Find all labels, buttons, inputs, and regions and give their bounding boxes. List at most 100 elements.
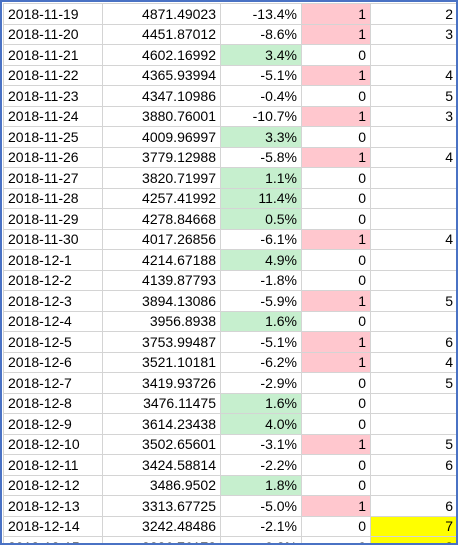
- change-cell[interactable]: 1.1%: [220, 167, 302, 189]
- flag-cell[interactable]: 0: [301, 474, 371, 496]
- flag-cell[interactable]: 1: [301, 146, 371, 168]
- change-cell[interactable]: -5.1%: [220, 64, 302, 86]
- change-cell[interactable]: 1.6%: [220, 310, 302, 332]
- price-cell[interactable]: 3242.48486: [102, 515, 221, 537]
- streak-cell[interactable]: 3: [370, 23, 456, 45]
- date-cell[interactable]: 2018-12-2: [3, 269, 103, 291]
- date-cell[interactable]: 2018-12-15: [3, 536, 103, 543]
- price-cell[interactable]: 4278.84668: [102, 208, 221, 230]
- change-cell[interactable]: -5.9%: [220, 290, 302, 312]
- date-cell[interactable]: 2018-12-1: [3, 249, 103, 271]
- date-cell[interactable]: 2018-11-29: [3, 208, 103, 230]
- flag-cell[interactable]: 0: [301, 44, 371, 66]
- flag-cell[interactable]: 0: [301, 536, 371, 543]
- date-cell[interactable]: 2018-11-22: [3, 64, 103, 86]
- change-cell[interactable]: 1.8%: [220, 474, 302, 496]
- price-cell[interactable]: 4365.93994: [102, 64, 221, 86]
- flag-cell[interactable]: 1: [301, 23, 371, 45]
- date-cell[interactable]: 2018-11-30: [3, 228, 103, 250]
- change-cell[interactable]: 0.5%: [220, 208, 302, 230]
- change-cell[interactable]: -0.4%: [220, 85, 302, 107]
- change-cell[interactable]: 4.0%: [220, 413, 302, 435]
- streak-cell[interactable]: 6: [370, 454, 456, 476]
- price-cell[interactable]: 3313.67725: [102, 495, 221, 517]
- flag-cell[interactable]: 1: [301, 228, 371, 250]
- date-cell[interactable]: 2018-11-25: [3, 126, 103, 148]
- flag-cell[interactable]: 1: [301, 351, 371, 373]
- flag-cell[interactable]: 0: [301, 126, 371, 148]
- date-cell[interactable]: 2018-11-20: [3, 23, 103, 45]
- streak-cell[interactable]: 8: [370, 536, 456, 543]
- flag-cell[interactable]: 0: [301, 392, 371, 414]
- price-cell[interactable]: 4257.41992: [102, 187, 221, 209]
- streak-cell[interactable]: 4: [370, 64, 456, 86]
- date-cell[interactable]: 2018-11-24: [3, 105, 103, 127]
- price-cell[interactable]: 3419.93726: [102, 372, 221, 394]
- flag-cell[interactable]: 1: [301, 331, 371, 353]
- date-cell[interactable]: 2018-12-5: [3, 331, 103, 353]
- change-cell[interactable]: -5.0%: [220, 495, 302, 517]
- date-cell[interactable]: 2018-12-11: [3, 454, 103, 476]
- change-cell[interactable]: -8.6%: [220, 23, 302, 45]
- flag-cell[interactable]: 0: [301, 167, 371, 189]
- change-cell[interactable]: 11.4%: [220, 187, 302, 209]
- price-cell[interactable]: 3820.71997: [102, 167, 221, 189]
- streak-cell[interactable]: 5: [370, 433, 456, 455]
- streak-cell[interactable]: [370, 413, 456, 435]
- flag-cell[interactable]: 0: [301, 85, 371, 107]
- change-cell[interactable]: -1.8%: [220, 269, 302, 291]
- streak-cell[interactable]: 5: [370, 290, 456, 312]
- price-cell[interactable]: 3956.8938: [102, 310, 221, 332]
- change-cell[interactable]: 3.3%: [220, 126, 302, 148]
- date-cell[interactable]: 2018-11-21: [3, 44, 103, 66]
- date-cell[interactable]: 2018-12-9: [3, 413, 103, 435]
- price-cell[interactable]: 4214.67188: [102, 249, 221, 271]
- streak-cell[interactable]: 3: [370, 105, 456, 127]
- streak-cell[interactable]: [370, 392, 456, 414]
- change-cell[interactable]: 3.4%: [220, 44, 302, 66]
- flag-cell[interactable]: 1: [301, 3, 371, 25]
- price-cell[interactable]: 3753.99487: [102, 331, 221, 353]
- flag-cell[interactable]: 0: [301, 310, 371, 332]
- change-cell[interactable]: -5.8%: [220, 146, 302, 168]
- price-cell[interactable]: 3779.12988: [102, 146, 221, 168]
- date-cell[interactable]: 2018-11-19: [3, 3, 103, 25]
- flag-cell[interactable]: 1: [301, 64, 371, 86]
- price-cell[interactable]: 4451.87012: [102, 23, 221, 45]
- flag-cell[interactable]: 1: [301, 105, 371, 127]
- date-cell[interactable]: 2018-12-8: [3, 392, 103, 414]
- date-cell[interactable]: 2018-11-26: [3, 146, 103, 168]
- flag-cell[interactable]: 1: [301, 433, 371, 455]
- date-cell[interactable]: 2018-12-13: [3, 495, 103, 517]
- change-cell[interactable]: 4.9%: [220, 249, 302, 271]
- streak-cell[interactable]: [370, 269, 456, 291]
- date-cell[interactable]: 2018-12-12: [3, 474, 103, 496]
- price-cell[interactable]: 3476.11475: [102, 392, 221, 414]
- streak-cell[interactable]: 6: [370, 495, 456, 517]
- date-cell[interactable]: 2018-12-10: [3, 433, 103, 455]
- streak-cell[interactable]: 2: [370, 3, 456, 25]
- flag-cell[interactable]: 0: [301, 454, 371, 476]
- price-cell[interactable]: 4347.10986: [102, 85, 221, 107]
- date-cell[interactable]: 2018-11-27: [3, 167, 103, 189]
- price-cell[interactable]: 3486.9502: [102, 474, 221, 496]
- change-cell[interactable]: -0.2%: [220, 536, 302, 543]
- date-cell[interactable]: 2018-11-28: [3, 187, 103, 209]
- price-cell[interactable]: 3880.76001: [102, 105, 221, 127]
- date-cell[interactable]: 2018-12-4: [3, 310, 103, 332]
- streak-cell[interactable]: 5: [370, 85, 456, 107]
- streak-cell[interactable]: [370, 167, 456, 189]
- price-cell[interactable]: 3614.23438: [102, 413, 221, 435]
- change-cell[interactable]: -13.4%: [220, 3, 302, 25]
- streak-cell[interactable]: 5: [370, 372, 456, 394]
- date-cell[interactable]: 2018-12-14: [3, 515, 103, 537]
- streak-cell[interactable]: [370, 44, 456, 66]
- change-cell[interactable]: -3.1%: [220, 433, 302, 455]
- date-cell[interactable]: 2018-12-7: [3, 372, 103, 394]
- flag-cell[interactable]: 0: [301, 208, 371, 230]
- price-cell[interactable]: 3424.58814: [102, 454, 221, 476]
- date-cell[interactable]: 2018-12-6: [3, 351, 103, 373]
- streak-cell[interactable]: [370, 187, 456, 209]
- price-cell[interactable]: 3236.76172: [102, 536, 221, 543]
- price-cell[interactable]: 4602.16992: [102, 44, 221, 66]
